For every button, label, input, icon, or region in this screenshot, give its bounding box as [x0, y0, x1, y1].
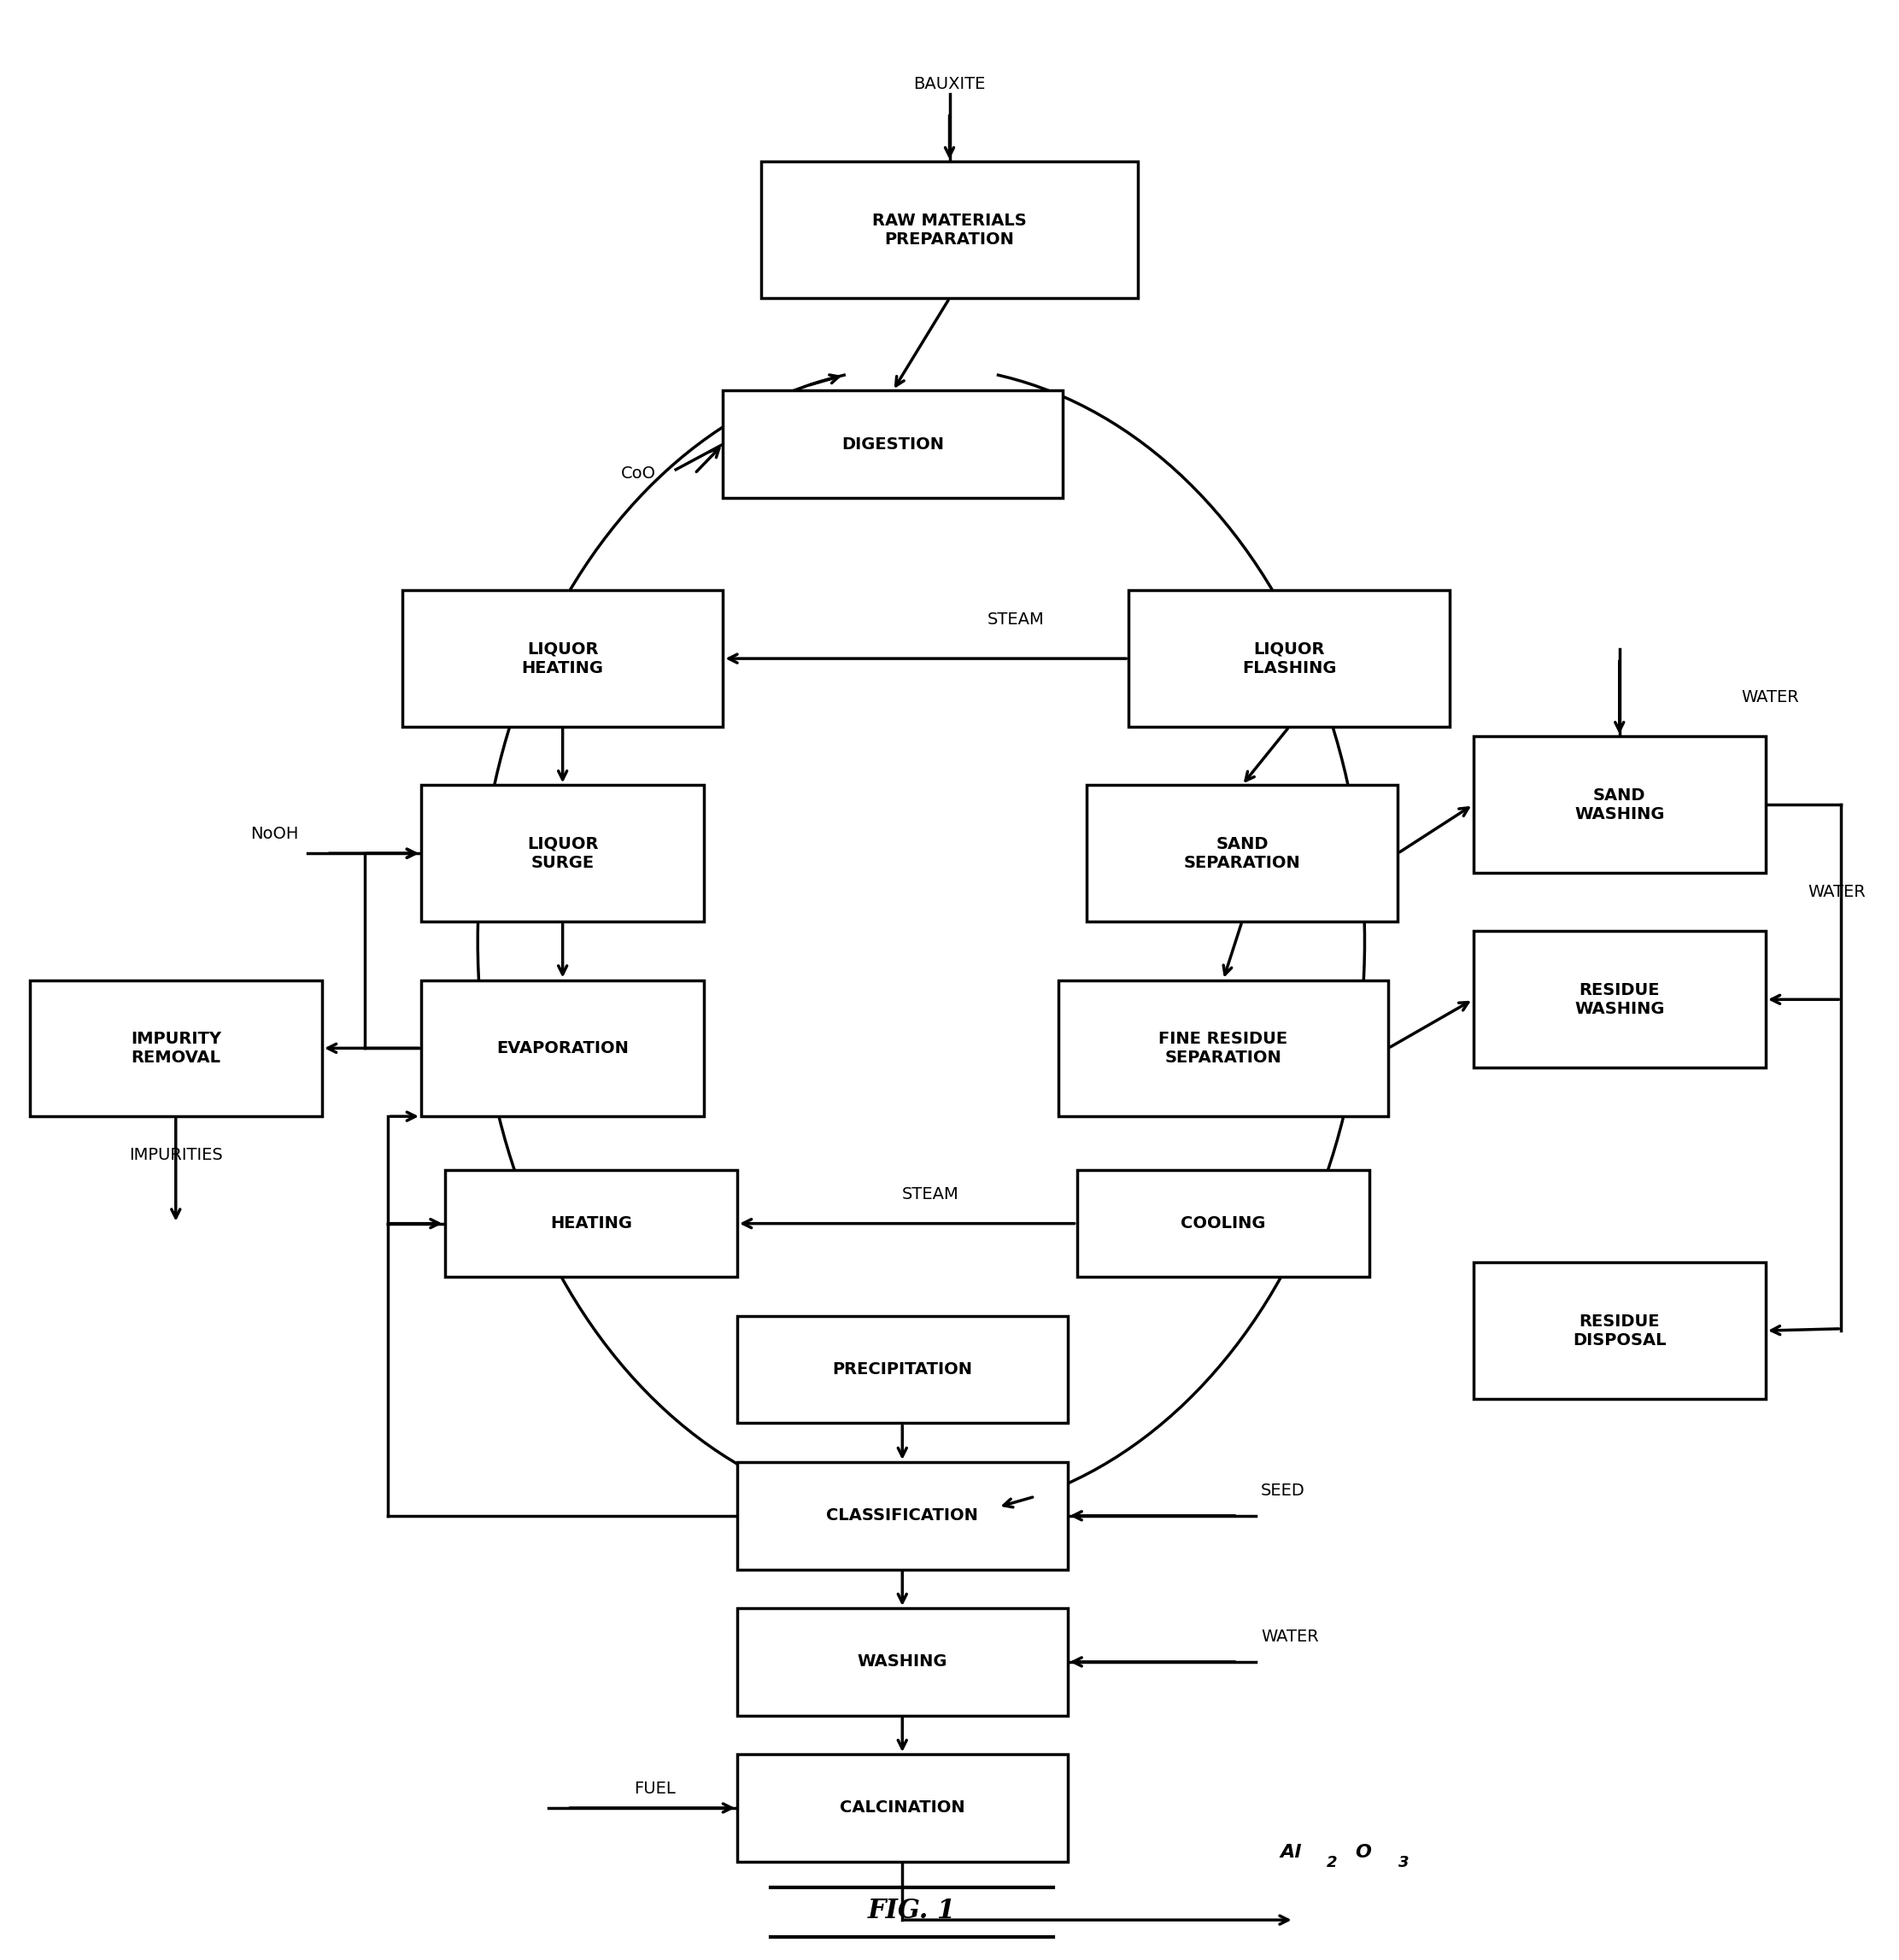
FancyBboxPatch shape	[761, 163, 1138, 298]
FancyBboxPatch shape	[444, 1170, 737, 1278]
Text: WATER: WATER	[1808, 884, 1867, 900]
Text: SEED: SEED	[1261, 1482, 1305, 1499]
Text: BAUXITE: BAUXITE	[913, 76, 986, 92]
Text: SAND
WASHING: SAND WASHING	[1574, 788, 1665, 821]
FancyBboxPatch shape	[422, 980, 705, 1117]
Text: 3: 3	[1400, 1854, 1409, 1870]
Text: STEAM: STEAM	[987, 612, 1044, 627]
Text: NoOH: NoOH	[251, 825, 298, 843]
Text: FUEL: FUEL	[634, 1780, 676, 1797]
Text: RAW MATERIALS
PREPARATION: RAW MATERIALS PREPARATION	[872, 212, 1027, 247]
Text: O: O	[1356, 1844, 1371, 1862]
FancyBboxPatch shape	[1077, 1170, 1369, 1278]
Text: STEAM: STEAM	[902, 1186, 959, 1201]
FancyBboxPatch shape	[724, 390, 1063, 498]
Text: 2: 2	[1327, 1854, 1337, 1870]
Text: Al: Al	[1280, 1844, 1301, 1862]
Text: WASHING: WASHING	[856, 1654, 948, 1670]
Text: IMPURITIES: IMPURITIES	[129, 1147, 222, 1164]
Text: IMPURITY
REMOVAL: IMPURITY REMOVAL	[131, 1031, 220, 1066]
Text: FIG. 1: FIG. 1	[868, 1897, 955, 1925]
Text: FINE RESIDUE
SEPARATION: FINE RESIDUE SEPARATION	[1158, 1031, 1288, 1066]
FancyBboxPatch shape	[737, 1754, 1067, 1862]
Text: LIQUOR
SURGE: LIQUOR SURGE	[526, 835, 598, 870]
Text: COOLING: COOLING	[1181, 1215, 1265, 1231]
Text: CLASSIFICATION: CLASSIFICATION	[826, 1507, 978, 1523]
FancyBboxPatch shape	[403, 590, 724, 727]
Text: WATER: WATER	[1261, 1629, 1318, 1644]
FancyBboxPatch shape	[1474, 931, 1766, 1068]
FancyBboxPatch shape	[737, 1609, 1067, 1715]
Text: LIQUOR
FLASHING: LIQUOR FLASHING	[1242, 641, 1337, 676]
FancyBboxPatch shape	[1128, 590, 1449, 727]
Text: RESIDUE
WASHING: RESIDUE WASHING	[1574, 982, 1665, 1017]
FancyBboxPatch shape	[1474, 1262, 1766, 1399]
FancyBboxPatch shape	[1058, 980, 1388, 1117]
FancyBboxPatch shape	[30, 980, 323, 1117]
Text: WATER: WATER	[1741, 690, 1800, 706]
Text: EVAPORATION: EVAPORATION	[496, 1041, 629, 1056]
FancyBboxPatch shape	[422, 786, 705, 921]
Text: HEATING: HEATING	[551, 1215, 632, 1231]
FancyBboxPatch shape	[737, 1315, 1067, 1423]
Text: CoO: CoO	[621, 465, 655, 482]
Text: RESIDUE
DISPOSAL: RESIDUE DISPOSAL	[1572, 1313, 1665, 1348]
FancyBboxPatch shape	[1474, 737, 1766, 872]
Text: DIGESTION: DIGESTION	[841, 437, 944, 453]
FancyBboxPatch shape	[737, 1462, 1067, 1570]
Text: PRECIPITATION: PRECIPITATION	[832, 1362, 972, 1378]
Text: CALCINATION: CALCINATION	[839, 1799, 965, 1817]
Text: LIQUOR
HEATING: LIQUOR HEATING	[522, 641, 604, 676]
FancyBboxPatch shape	[1086, 786, 1398, 921]
Text: SAND
SEPARATION: SAND SEPARATION	[1183, 835, 1301, 870]
